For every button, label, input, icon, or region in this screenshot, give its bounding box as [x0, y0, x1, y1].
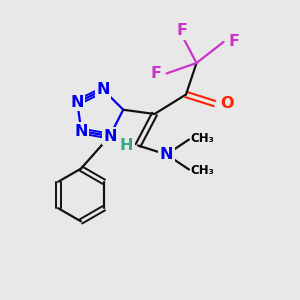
Text: N: N [160, 147, 173, 162]
Text: O: O [220, 96, 233, 111]
Text: F: F [176, 23, 187, 38]
Text: N: N [103, 129, 116, 144]
Text: F: F [150, 66, 161, 81]
Text: H: H [120, 138, 133, 153]
Text: N: N [97, 82, 110, 97]
Text: F: F [229, 34, 240, 50]
Text: N: N [70, 95, 84, 110]
Text: CH₃: CH₃ [190, 164, 214, 178]
Text: CH₃: CH₃ [190, 131, 214, 145]
Text: N: N [75, 124, 88, 139]
